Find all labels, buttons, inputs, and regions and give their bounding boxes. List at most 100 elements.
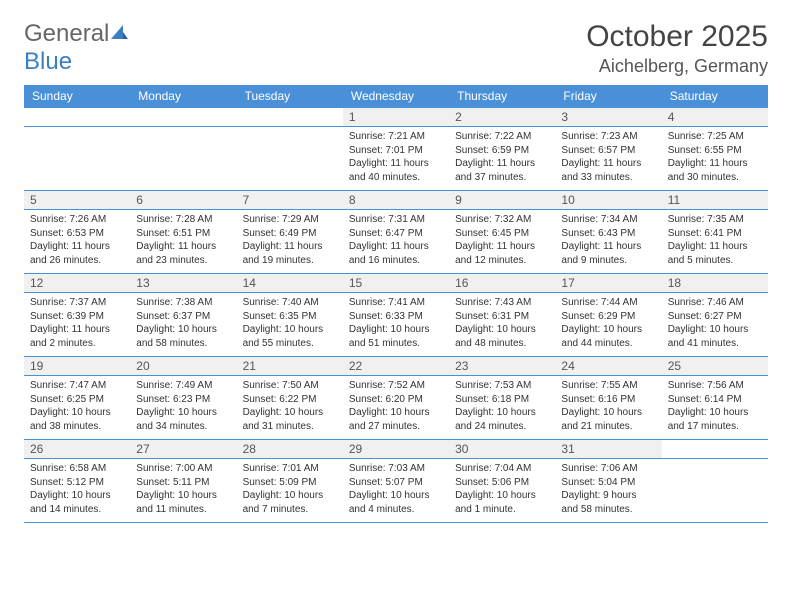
- day-number: 11: [662, 191, 768, 210]
- daylight-text: Daylight: 10 hours and 34 minutes.: [136, 406, 230, 433]
- daylight-text: Daylight: 10 hours and 14 minutes.: [30, 489, 124, 516]
- day-cell: Sunrise: 7:06 AMSunset: 5:04 PMDaylight:…: [555, 459, 661, 523]
- day-cell: Sunrise: 7:47 AMSunset: 6:25 PMDaylight:…: [24, 376, 130, 440]
- day-number: 5: [24, 191, 130, 210]
- day-number: 14: [237, 274, 343, 293]
- day-cell: Sunrise: 7:35 AMSunset: 6:41 PMDaylight:…: [662, 210, 768, 274]
- sunset-text: Sunset: 6:41 PM: [668, 227, 762, 241]
- title-block: October 2025 Aichelberg, Germany: [586, 20, 768, 77]
- sunrise-text: Sunrise: 7:55 AM: [561, 379, 655, 393]
- day-number: 28: [237, 440, 343, 459]
- day-cell: Sunrise: 7:31 AMSunset: 6:47 PMDaylight:…: [343, 210, 449, 274]
- day-cell: Sunrise: 7:32 AMSunset: 6:45 PMDaylight:…: [449, 210, 555, 274]
- daylight-text: Daylight: 11 hours and 33 minutes.: [561, 157, 655, 184]
- day-cell: Sunrise: 7:22 AMSunset: 6:59 PMDaylight:…: [449, 127, 555, 191]
- day-number: 8: [343, 191, 449, 210]
- day-cell: Sunrise: 7:23 AMSunset: 6:57 PMDaylight:…: [555, 127, 661, 191]
- day-number: 1: [343, 108, 449, 127]
- day-cell: Sunrise: 7:25 AMSunset: 6:55 PMDaylight:…: [662, 127, 768, 191]
- dayhead-thu: Thursday: [449, 85, 555, 108]
- daylight-text: Daylight: 11 hours and 37 minutes.: [455, 157, 549, 184]
- sunrise-text: Sunrise: 7:21 AM: [349, 130, 443, 144]
- day-number: 17: [555, 274, 661, 293]
- sunrise-text: Sunrise: 7:25 AM: [668, 130, 762, 144]
- day-number: 26: [24, 440, 130, 459]
- sunset-text: Sunset: 6:53 PM: [30, 227, 124, 241]
- week-info-row: Sunrise: 7:47 AMSunset: 6:25 PM Daylight:…: [24, 376, 768, 440]
- day-number: 7: [237, 191, 343, 210]
- daylight-text: Daylight: 10 hours and 48 minutes.: [455, 323, 549, 350]
- day-cell: [24, 127, 130, 191]
- day-number: 12: [24, 274, 130, 293]
- sunset-text: Sunset: 6:27 PM: [668, 310, 762, 324]
- day-cell: Sunrise: 6:58 AMSunset: 5:12 PMDaylight:…: [24, 459, 130, 523]
- sail-icon: [109, 20, 129, 48]
- sunset-text: Sunset: 6:18 PM: [455, 393, 549, 407]
- sunset-text: Sunset: 6:33 PM: [349, 310, 443, 324]
- day-cell: Sunrise: 7:50 AMSunset: 6:22 PMDaylight:…: [237, 376, 343, 440]
- sunset-text: Sunset: 5:07 PM: [349, 476, 443, 490]
- sunrise-text: Sunrise: 7:01 AM: [243, 462, 337, 476]
- day-cell: Sunrise: 7:52 AMSunset: 6:20 PMDaylight:…: [343, 376, 449, 440]
- daylight-text: Daylight: 10 hours and 58 minutes.: [136, 323, 230, 350]
- week-info-row: Sunrise: 7:21 AMSunset: 7:01 PMDaylight:…: [24, 127, 768, 191]
- week-number-row: 1234: [24, 108, 768, 127]
- daylight-text: Daylight: 9 hours and 58 minutes.: [561, 489, 655, 516]
- sunset-text: Sunset: 6:22 PM: [243, 393, 337, 407]
- day-number: 24: [555, 357, 661, 376]
- sunset-text: Sunset: 6:25 PM: [30, 393, 124, 407]
- daylight-text: Daylight: 10 hours and 11 minutes.: [136, 489, 230, 516]
- sunset-text: Sunset: 5:09 PM: [243, 476, 337, 490]
- sunset-text: Sunset: 6:23 PM: [136, 393, 230, 407]
- day-cell: [237, 127, 343, 191]
- logo-part2: Blue: [24, 48, 72, 75]
- week-number-row: 19202122232425: [24, 357, 768, 376]
- calendar-body: 1234Sunrise: 7:21 AMSunset: 7:01 PMDayli…: [24, 108, 768, 523]
- sunrise-text: Sunrise: 7:49 AM: [136, 379, 230, 393]
- day-number: [24, 108, 130, 127]
- sunrise-text: Sunrise: 7:44 AM: [561, 296, 655, 310]
- day-cell: Sunrise: 7:21 AMSunset: 7:01 PMDaylight:…: [343, 127, 449, 191]
- sunrise-text: Sunrise: 7:06 AM: [561, 462, 655, 476]
- sunrise-text: Sunrise: 6:58 AM: [30, 462, 124, 476]
- sunrise-text: Sunrise: 7:00 AM: [136, 462, 230, 476]
- header: GeneralBlue October 2025 Aichelberg, Ger…: [24, 20, 768, 77]
- daylight-text: Daylight: 10 hours and 7 minutes.: [243, 489, 337, 516]
- day-number: 31: [555, 440, 661, 459]
- sunrise-text: Sunrise: 7:47 AM: [30, 379, 124, 393]
- day-cell: Sunrise: 7:43 AMSunset: 6:31 PMDaylight:…: [449, 293, 555, 357]
- sunrise-text: Sunrise: 7:56 AM: [668, 379, 762, 393]
- sunset-text: Sunset: 6:37 PM: [136, 310, 230, 324]
- sunrise-text: Sunrise: 7:03 AM: [349, 462, 443, 476]
- sunset-text: Sunset: 5:04 PM: [561, 476, 655, 490]
- dayhead-tue: Tuesday: [237, 85, 343, 108]
- day-number: 4: [662, 108, 768, 127]
- day-number: 21: [237, 357, 343, 376]
- sunset-text: Sunset: 6:47 PM: [349, 227, 443, 241]
- daylight-text: Daylight: 10 hours and 31 minutes.: [243, 406, 337, 433]
- day-cell: Sunrise: 7:41 AMSunset: 6:33 PMDaylight:…: [343, 293, 449, 357]
- day-cell: [662, 459, 768, 523]
- sunrise-text: Sunrise: 7:29 AM: [243, 213, 337, 227]
- sunset-text: Sunset: 6:39 PM: [30, 310, 124, 324]
- sunrise-text: Sunrise: 7:22 AM: [455, 130, 549, 144]
- daylight-text: Daylight: 11 hours and 5 minutes.: [668, 240, 762, 267]
- sunrise-text: Sunrise: 7:46 AM: [668, 296, 762, 310]
- day-cell: Sunrise: 7:56 AMSunset: 6:14 PMDaylight:…: [662, 376, 768, 440]
- sunrise-text: Sunrise: 7:28 AM: [136, 213, 230, 227]
- sunset-text: Sunset: 5:12 PM: [30, 476, 124, 490]
- daylight-text: Daylight: 11 hours and 26 minutes.: [30, 240, 124, 267]
- sunrise-text: Sunrise: 7:43 AM: [455, 296, 549, 310]
- daylight-text: Daylight: 10 hours and 41 minutes.: [668, 323, 762, 350]
- day-cell: Sunrise: 7:46 AMSunset: 6:27 PMDaylight:…: [662, 293, 768, 357]
- sunset-text: Sunset: 6:57 PM: [561, 144, 655, 158]
- logo: GeneralBlue: [24, 20, 129, 76]
- dayhead-mon: Monday: [130, 85, 236, 108]
- day-number: 27: [130, 440, 236, 459]
- day-header-row: Sunday Monday Tuesday Wednesday Thursday…: [24, 85, 768, 108]
- dayhead-fri: Friday: [555, 85, 661, 108]
- dayhead-sun: Sunday: [24, 85, 130, 108]
- sunrise-text: Sunrise: 7:31 AM: [349, 213, 443, 227]
- sunrise-text: Sunrise: 7:50 AM: [243, 379, 337, 393]
- daylight-text: Daylight: 11 hours and 23 minutes.: [136, 240, 230, 267]
